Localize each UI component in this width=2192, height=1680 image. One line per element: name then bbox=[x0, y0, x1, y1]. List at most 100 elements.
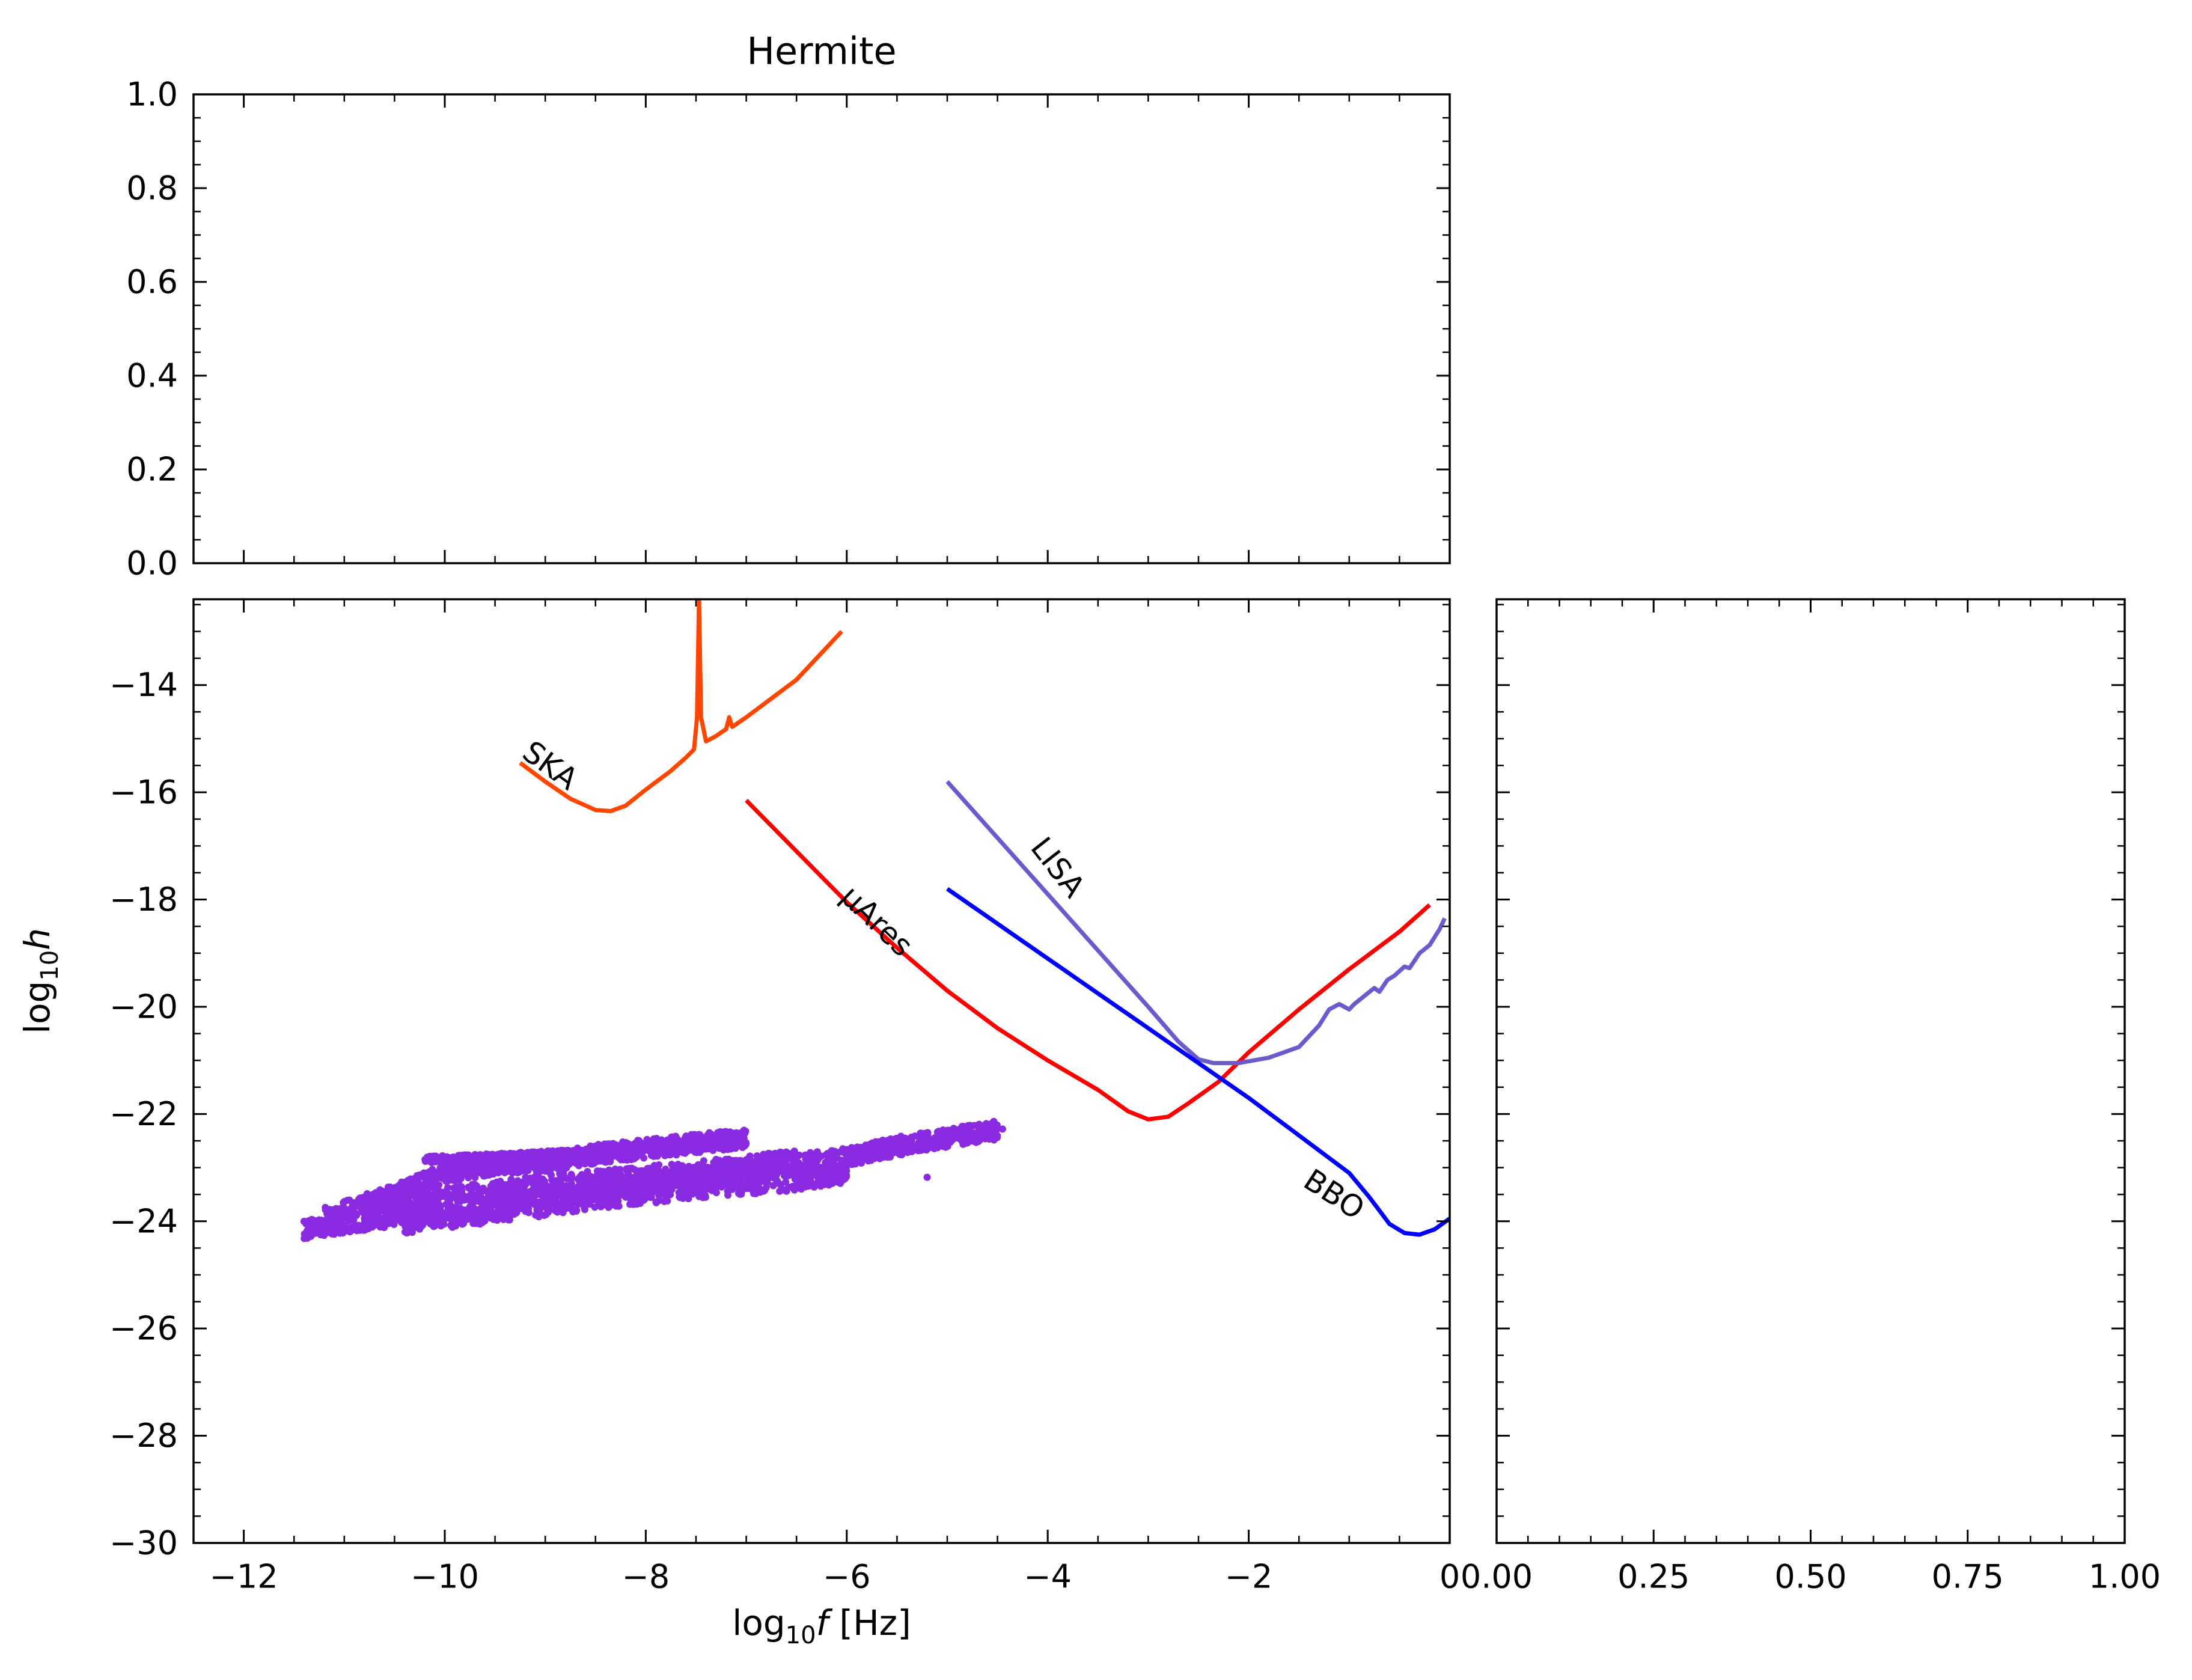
scatter-point bbox=[695, 1147, 703, 1155]
scatter-point bbox=[593, 1167, 601, 1175]
scatter-point bbox=[534, 1149, 542, 1157]
scatter-point bbox=[807, 1152, 814, 1160]
scatter-point bbox=[361, 1224, 369, 1232]
plot-area bbox=[300, 599, 1450, 1242]
scatter-point bbox=[401, 1228, 409, 1236]
scatter-point bbox=[947, 1138, 954, 1146]
scatter-point bbox=[334, 1209, 342, 1217]
scatter-point bbox=[558, 1149, 566, 1157]
scatter-point bbox=[340, 1205, 348, 1213]
scatter-point bbox=[545, 1196, 552, 1203]
chart-title: Hermite bbox=[746, 29, 896, 73]
scatter-point bbox=[436, 1209, 444, 1217]
scatter-point bbox=[664, 1185, 671, 1193]
scatter-point bbox=[704, 1164, 712, 1171]
scatter-point bbox=[516, 1197, 524, 1205]
scatter-point bbox=[649, 1185, 656, 1193]
scatter-point bbox=[346, 1207, 353, 1215]
scatter-point bbox=[945, 1126, 953, 1134]
scatter-point bbox=[576, 1189, 584, 1197]
scatter-point bbox=[426, 1176, 434, 1184]
scatter-point bbox=[466, 1206, 474, 1214]
x-tick-label: −8 bbox=[622, 1558, 670, 1596]
scatter-point bbox=[436, 1218, 444, 1226]
scatter-point bbox=[534, 1205, 542, 1213]
scatter-point bbox=[814, 1149, 822, 1157]
scatter-point bbox=[412, 1194, 420, 1202]
scatter-point bbox=[457, 1210, 465, 1218]
scatter-point bbox=[624, 1153, 632, 1161]
scatter-point bbox=[699, 1176, 707, 1184]
scatter-point bbox=[384, 1184, 392, 1191]
scatter-point bbox=[650, 1144, 658, 1152]
scatter-point bbox=[435, 1155, 443, 1162]
right-x-tick-label: 1.00 bbox=[2089, 1558, 2161, 1596]
right-plot-frame bbox=[1495, 598, 2126, 1544]
scatter-point bbox=[616, 1165, 624, 1173]
scatter-point bbox=[430, 1219, 438, 1227]
scatter-point bbox=[679, 1142, 687, 1150]
scatter-point bbox=[484, 1191, 492, 1199]
curve-label: BBO bbox=[1298, 1162, 1370, 1227]
scatter-point bbox=[680, 1164, 688, 1171]
scatter-point bbox=[572, 1159, 579, 1167]
y-tick-label: −20 bbox=[109, 988, 178, 1025]
scatter-point bbox=[667, 1181, 675, 1188]
scatter-point bbox=[622, 1193, 630, 1201]
y-tick-label: −30 bbox=[109, 1524, 178, 1562]
scatter-point bbox=[492, 1155, 499, 1162]
scatter-point bbox=[805, 1182, 813, 1190]
x-tick-label: −10 bbox=[411, 1558, 479, 1596]
scatter-point bbox=[652, 1165, 659, 1173]
scatter-point bbox=[415, 1181, 423, 1189]
scatter-point bbox=[643, 1194, 650, 1202]
scatter-point bbox=[774, 1159, 781, 1167]
scatter-point bbox=[877, 1147, 885, 1155]
scatter-point bbox=[769, 1182, 777, 1190]
scatter-point bbox=[451, 1211, 459, 1219]
scatter-point bbox=[558, 1158, 566, 1166]
main-plot-frame bbox=[192, 598, 1451, 1544]
curve-bbo bbox=[946, 887, 1450, 1237]
scatter-point bbox=[460, 1220, 468, 1227]
y-tick-label: −16 bbox=[109, 774, 178, 811]
scatter-series bbox=[300, 1117, 1006, 1242]
scatter-point bbox=[595, 1200, 603, 1208]
scatter-point bbox=[833, 1153, 841, 1161]
scatter-point bbox=[392, 1200, 400, 1208]
scatter-point bbox=[722, 1138, 730, 1146]
scatter-point bbox=[597, 1147, 605, 1155]
scatter-point bbox=[444, 1184, 451, 1191]
scatter-point bbox=[915, 1144, 923, 1152]
scatter-point bbox=[820, 1179, 828, 1187]
scatter-point bbox=[718, 1164, 726, 1171]
top-y-tick-label: 0.8 bbox=[126, 170, 178, 207]
scatter-point bbox=[489, 1181, 497, 1189]
scatter-point bbox=[543, 1184, 551, 1191]
x-tick-label: 0 bbox=[1439, 1558, 1460, 1596]
scatter-point bbox=[568, 1172, 576, 1180]
scatter-point bbox=[484, 1153, 492, 1161]
curve-ska bbox=[519, 599, 843, 813]
scatter-point bbox=[609, 1177, 617, 1185]
curve-label: μAres bbox=[834, 879, 920, 964]
scatter-point bbox=[773, 1177, 781, 1185]
top-y-tick-label: 0.6 bbox=[126, 263, 178, 301]
scatter-point bbox=[793, 1171, 801, 1179]
scatter-point bbox=[780, 1164, 787, 1171]
curve-muares bbox=[745, 799, 1431, 1122]
scatter-point bbox=[602, 1181, 609, 1188]
scatter-point bbox=[413, 1217, 421, 1224]
scatter-point bbox=[862, 1141, 870, 1149]
scatter-point bbox=[493, 1216, 501, 1224]
scatter-point bbox=[477, 1153, 485, 1161]
scatter-point bbox=[467, 1212, 475, 1220]
scatter-point bbox=[591, 1176, 599, 1184]
scatter-point bbox=[792, 1155, 800, 1162]
scatter-point bbox=[507, 1186, 514, 1194]
scatter-point bbox=[472, 1156, 480, 1164]
scatter-point bbox=[457, 1191, 465, 1199]
y-tick-label: −22 bbox=[109, 1095, 178, 1133]
scatter-point bbox=[921, 1137, 929, 1145]
